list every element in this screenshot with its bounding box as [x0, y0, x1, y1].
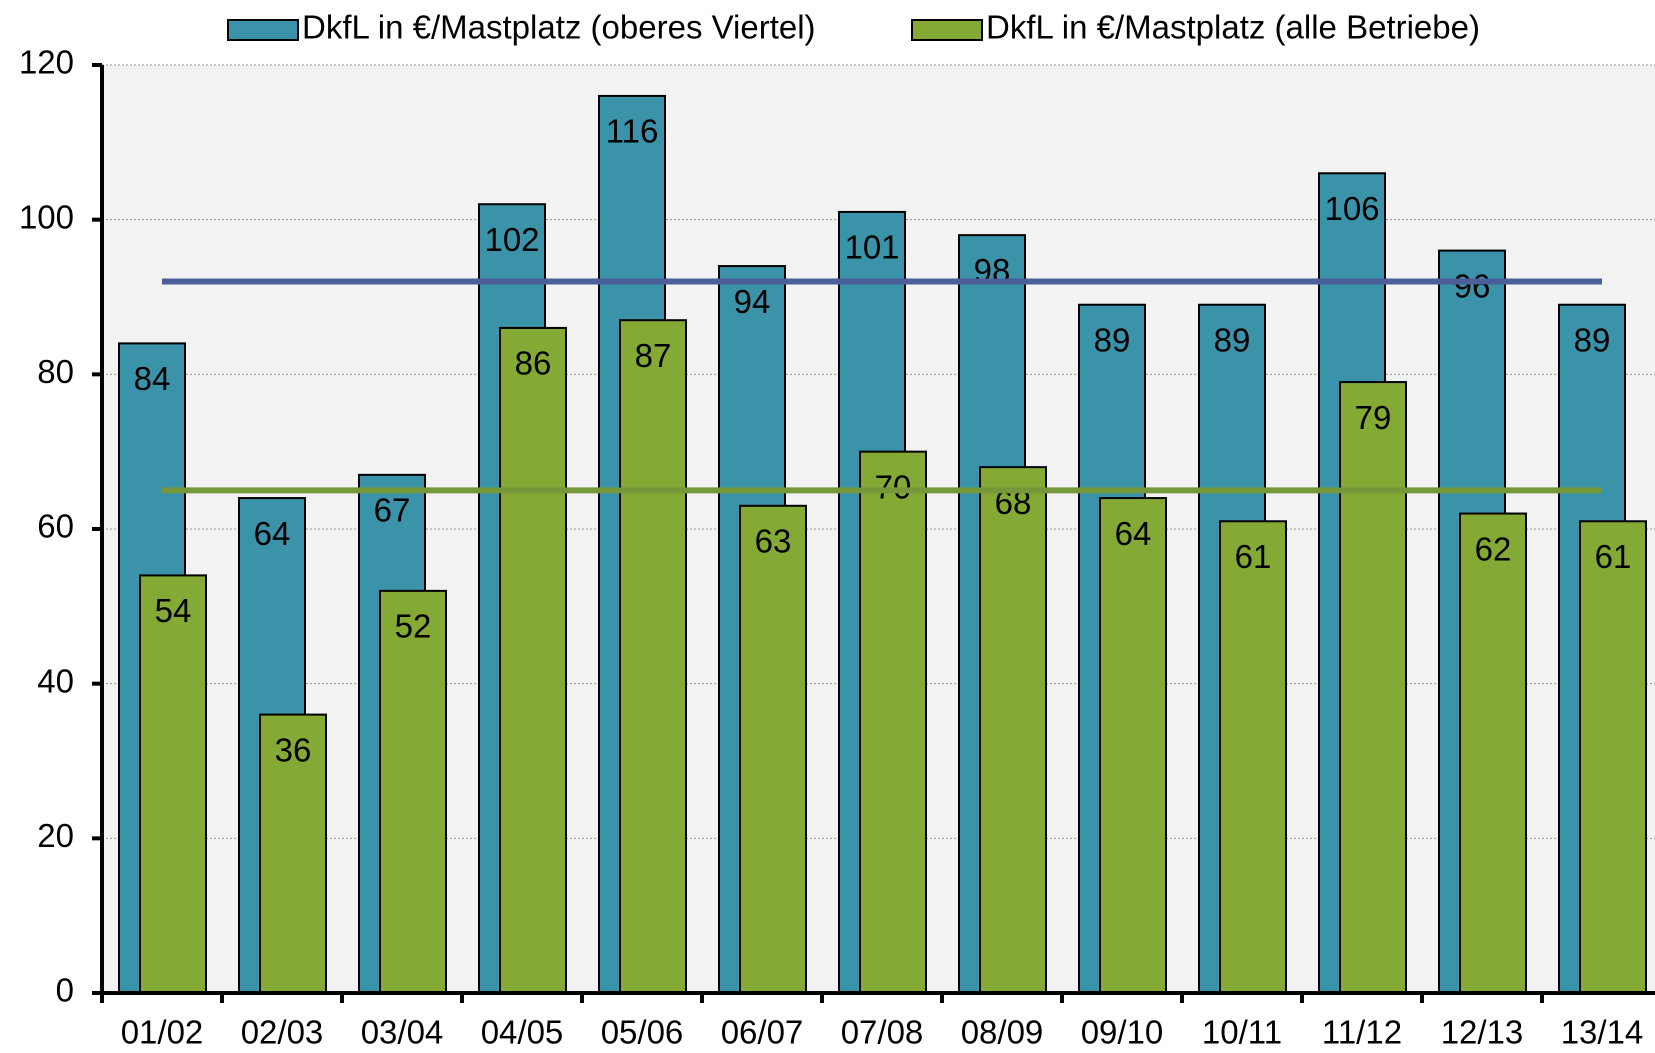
data-label: 89	[1214, 321, 1251, 358]
x-tick-label: 08/09	[961, 1014, 1044, 1051]
legend-label: DkfL in €/Mastplatz (oberes Viertel)	[302, 9, 816, 46]
data-label: 64	[254, 515, 291, 552]
bar	[259, 713, 327, 994]
data-label: 86	[515, 345, 552, 382]
data-label: 63	[755, 523, 792, 560]
bar	[859, 450, 927, 994]
bar	[1099, 497, 1167, 994]
x-tick-label: 12/13	[1441, 1014, 1524, 1051]
data-label: 94	[734, 283, 771, 320]
data-label: 102	[484, 221, 539, 258]
data-label: 54	[155, 592, 192, 629]
x-tick-label: 13/14	[1561, 1014, 1644, 1051]
data-label: 116	[606, 113, 659, 150]
x-tick-label: 04/05	[481, 1014, 564, 1051]
data-label: 61	[1595, 538, 1632, 575]
bar	[139, 574, 207, 995]
legend-swatch	[227, 19, 299, 41]
data-label: 96	[1454, 267, 1491, 304]
y-tick-label: 100	[19, 198, 74, 235]
data-label: 87	[635, 337, 672, 374]
bar	[619, 319, 687, 994]
data-label: 101	[844, 229, 899, 266]
y-tick-label: 0	[56, 972, 74, 1009]
data-label: 79	[1355, 399, 1392, 436]
data-label: 89	[1574, 321, 1611, 358]
x-tick-label: 07/08	[841, 1014, 924, 1051]
x-tick-label: 11/12	[1322, 1014, 1402, 1051]
bar	[379, 589, 447, 994]
y-tick-label: 40	[37, 662, 74, 699]
legend-label: DkfL in €/Mastplatz (alle Betriebe)	[986, 9, 1480, 46]
y-tick-label: 120	[19, 44, 74, 81]
data-label: 70	[875, 468, 912, 505]
y-tick-label: 60	[37, 508, 74, 545]
data-label: 89	[1094, 321, 1131, 358]
bar	[1459, 512, 1527, 994]
data-label: 61	[1235, 538, 1272, 575]
legend-swatch	[911, 19, 983, 41]
bar	[1339, 381, 1407, 995]
x-tick-label: 02/03	[241, 1014, 324, 1051]
y-tick-label: 80	[37, 353, 74, 390]
x-tick-label: 01/02	[121, 1014, 204, 1051]
bar	[739, 504, 807, 994]
data-label: 52	[395, 608, 432, 645]
x-tick-label: 10/11	[1202, 1014, 1282, 1051]
data-label: 62	[1475, 530, 1512, 567]
bar	[1579, 520, 1647, 994]
data-label: 64	[1115, 515, 1152, 552]
y-tick-label: 20	[37, 817, 74, 854]
data-label: 67	[374, 492, 411, 529]
bar	[1219, 520, 1287, 994]
data-label: 36	[275, 731, 312, 768]
x-tick-label: 05/06	[601, 1014, 684, 1051]
data-label: 84	[134, 360, 171, 397]
data-label: 106	[1324, 190, 1379, 227]
x-tick-label: 06/07	[721, 1014, 804, 1051]
x-tick-label: 03/04	[361, 1014, 444, 1051]
bar	[979, 466, 1047, 994]
x-tick-label: 09/10	[1081, 1014, 1164, 1051]
bar	[499, 326, 567, 994]
